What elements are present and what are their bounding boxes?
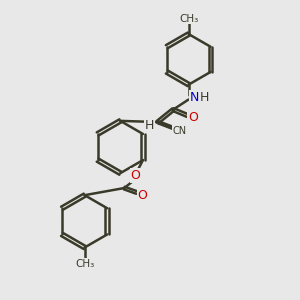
Text: O: O: [188, 111, 198, 124]
Text: CN: CN: [173, 126, 187, 136]
Text: O: O: [138, 189, 148, 202]
Text: N: N: [189, 91, 199, 103]
Text: H: H: [145, 118, 154, 131]
Text: CH₃: CH₃: [179, 14, 198, 24]
Text: H: H: [200, 91, 209, 103]
Text: O: O: [130, 169, 140, 182]
Text: CH₃: CH₃: [75, 259, 94, 269]
